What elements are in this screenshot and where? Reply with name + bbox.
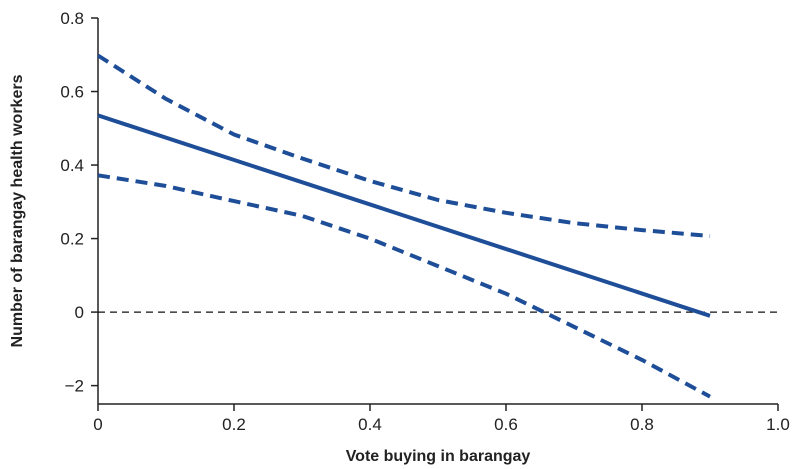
x-tick-label: 1.0 [766,415,790,434]
y-tick-label: 0.2 [60,230,84,249]
y-tick-label: 0 [75,303,84,322]
y-tick-label: 0.4 [60,156,84,175]
x-tick-label: 0.4 [358,415,382,434]
x-tick-label: 0.6 [494,415,518,434]
x-tick-label: 0.8 [630,415,654,434]
y-tick-label: 0.6 [60,83,84,102]
y-axis-title: Number of barangay health workers [9,74,26,347]
estimate-line [98,115,710,315]
series-group [98,56,710,397]
axes [98,18,778,404]
x-tick-label: 0.2 [222,415,246,434]
y-tick-label: −2 [65,377,84,396]
x-tick-label: 0 [93,415,102,434]
ticks [91,18,778,411]
y-tick-label: 0.8 [60,9,84,28]
x-axis-title: Vote buying in barangay [346,448,531,465]
